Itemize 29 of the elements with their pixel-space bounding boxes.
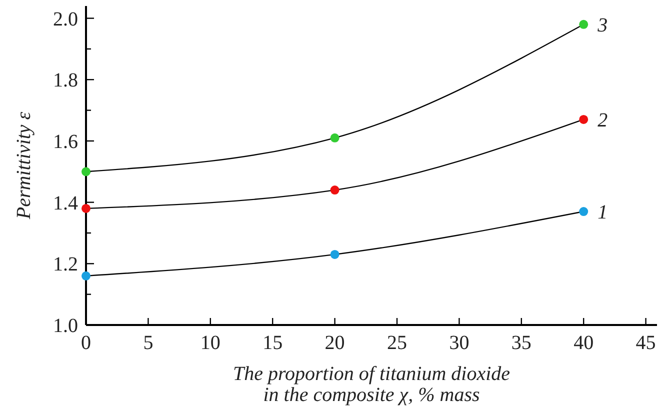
point (330, 133, 340, 142)
series-label: 1 (598, 202, 608, 224)
y-tick-label: 2.0 (53, 8, 78, 30)
x-tick-label: 10 (200, 332, 220, 354)
point (330, 250, 340, 259)
y-tick-label: 1.0 (53, 315, 78, 337)
x-tick-label: 40 (574, 332, 594, 354)
y-tick-label: 1.8 (53, 70, 78, 92)
x-tick-label: 5 (143, 332, 154, 354)
y-axis-title: Permittivity ε (13, 112, 35, 220)
point (82, 204, 90, 213)
series-label: 2 (598, 109, 608, 132)
y-tick-label: 1.4 (53, 192, 78, 214)
x-tick-label: 20 (324, 332, 345, 354)
point (579, 20, 588, 29)
point (82, 271, 90, 280)
x-tick-label: 25 (387, 332, 407, 354)
point (579, 207, 588, 216)
y-tick-label: 1.2 (53, 254, 78, 276)
x-tick-label: 15 (262, 332, 283, 354)
x-tick-label: 35 (511, 332, 532, 354)
x-tick-label: 0 (81, 332, 91, 354)
point (579, 114, 588, 124)
x-axis-title: The proportion of titanium dioxide in the composite χ, % mass (232, 363, 510, 406)
x-tick-label: 45 (636, 332, 656, 354)
point (330, 186, 340, 195)
series-label: 3 (596, 14, 608, 36)
x-tick-label: 30 (449, 332, 470, 354)
y-tick-label: 1.6 (53, 130, 78, 153)
